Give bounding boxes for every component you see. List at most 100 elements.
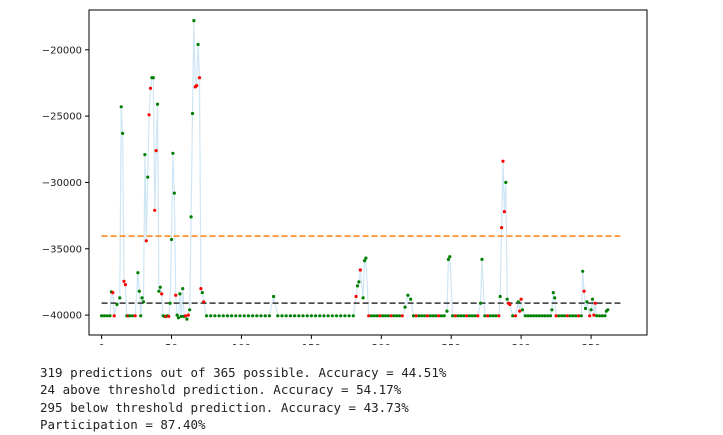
- data-point-correct: [546, 314, 550, 318]
- data-point-correct: [589, 308, 593, 312]
- output-line-predictions: 319 predictions out of 365 possible. Acc…: [40, 365, 447, 380]
- data-point-correct: [119, 105, 123, 109]
- data-point-correct: [221, 314, 225, 318]
- data-point-correct: [309, 314, 313, 318]
- data-point-correct: [334, 314, 339, 318]
- data-point-correct: [532, 314, 536, 318]
- x-tick-label: 350: [582, 343, 601, 345]
- data-point-correct: [606, 308, 610, 312]
- data-point-correct: [255, 314, 259, 318]
- data-point-correct: [595, 314, 599, 318]
- data-point-correct: [534, 314, 539, 318]
- data-point-correct: [516, 300, 520, 304]
- data-point-correct: [381, 314, 385, 318]
- data-point-correct: [583, 306, 588, 311]
- data-point-correct: [579, 314, 583, 318]
- data-point-incorrect: [554, 314, 558, 318]
- data-point-correct: [118, 296, 122, 300]
- data-point-incorrect: [133, 314, 137, 318]
- data-points: [100, 19, 610, 321]
- data-point-correct: [597, 314, 602, 318]
- data-point-incorrect: [111, 291, 115, 295]
- data-point-correct: [488, 314, 492, 318]
- data-point-correct: [375, 314, 379, 318]
- data-point-correct: [560, 314, 564, 318]
- plot-frame: [88, 9, 648, 336]
- data-point-incorrect: [588, 314, 592, 318]
- data-point-incorrect: [593, 301, 597, 305]
- data-point-correct: [209, 314, 213, 318]
- data-point-incorrect: [518, 309, 522, 313]
- axis-ticks: 0 50 100 150 200 250 300 350 −40000 −35000 −30000 −…: [42, 45, 601, 345]
- data-point-incorrect: [582, 289, 586, 293]
- data-point-correct: [603, 314, 607, 318]
- data-point-correct: [361, 296, 365, 300]
- data-point-incorrect: [497, 314, 501, 318]
- y-tick-label: −35000: [42, 244, 82, 255]
- data-point-incorrect: [195, 84, 199, 88]
- output-text: 319 predictions out of 365 possible. Acc…: [40, 364, 446, 433]
- data-point-correct: [369, 314, 374, 318]
- data-point-correct: [537, 314, 541, 318]
- data-point-correct: [372, 314, 376, 318]
- data-point-correct: [574, 314, 578, 318]
- data-point-correct: [494, 314, 498, 318]
- output-line-participation: Participation = 87.40%: [40, 416, 206, 432]
- data-point-correct: [136, 271, 140, 275]
- data-point-incorrect: [197, 76, 202, 80]
- data-point-correct: [280, 314, 284, 318]
- data-point-correct: [272, 294, 276, 299]
- data-point-correct: [403, 305, 407, 309]
- x-tick-label: 100: [232, 343, 251, 345]
- data-point-incorrect: [565, 314, 569, 318]
- data-point-correct: [115, 302, 119, 307]
- data-point-correct: [246, 314, 250, 318]
- data-point-correct: [157, 289, 161, 293]
- x-tick-label: 200: [372, 343, 391, 345]
- output-line-above-threshold: 24 above threshold prediction. Accuracy …: [40, 382, 402, 398]
- data-point-correct: [172, 191, 176, 195]
- data-point-correct: [383, 314, 388, 318]
- data-point-correct: [585, 300, 589, 304]
- data-point-correct: [139, 314, 143, 318]
- data-point-incorrect: [147, 113, 151, 117]
- x-tick-label: 0: [98, 343, 104, 345]
- data-point-correct: [181, 287, 185, 291]
- data-point-correct: [351, 314, 355, 318]
- data-point-correct: [151, 76, 155, 80]
- data-point-correct: [204, 314, 209, 318]
- data-point-incorrect: [199, 287, 203, 291]
- data-point-incorrect: [592, 313, 596, 317]
- data-point-correct: [263, 314, 267, 318]
- data-point-correct: [445, 309, 449, 313]
- data-point-correct: [284, 314, 288, 318]
- data-point-correct: [364, 256, 368, 260]
- data-point-correct: [434, 314, 438, 318]
- data-point-correct: [480, 257, 484, 261]
- data-point-correct: [406, 293, 410, 297]
- data-point-correct: [600, 314, 604, 318]
- plot-area: [89, 10, 647, 335]
- data-point-correct: [176, 316, 181, 320]
- data-point-correct: [185, 317, 189, 321]
- data-point-correct: [529, 314, 533, 318]
- data-point-correct: [462, 314, 466, 318]
- data-point-correct: [553, 296, 557, 300]
- data-point-incorrect: [174, 293, 178, 297]
- data-point-correct: [251, 314, 255, 318]
- data-point-correct: [557, 314, 561, 318]
- data-point-correct: [470, 314, 474, 318]
- data-point-correct: [431, 314, 435, 318]
- data-point-correct: [467, 314, 471, 318]
- data-point-correct: [301, 314, 305, 318]
- data-point-correct: [479, 301, 483, 305]
- data-point-incorrect: [112, 314, 116, 318]
- data-point-correct: [234, 314, 238, 318]
- data-point-incorrect: [202, 300, 206, 304]
- data-point-correct: [143, 153, 147, 157]
- data-point-correct: [551, 291, 555, 295]
- data-point-incorrect: [502, 210, 506, 214]
- data-point-correct: [128, 314, 132, 318]
- data-point-correct: [386, 314, 390, 318]
- data-point-correct: [179, 314, 183, 318]
